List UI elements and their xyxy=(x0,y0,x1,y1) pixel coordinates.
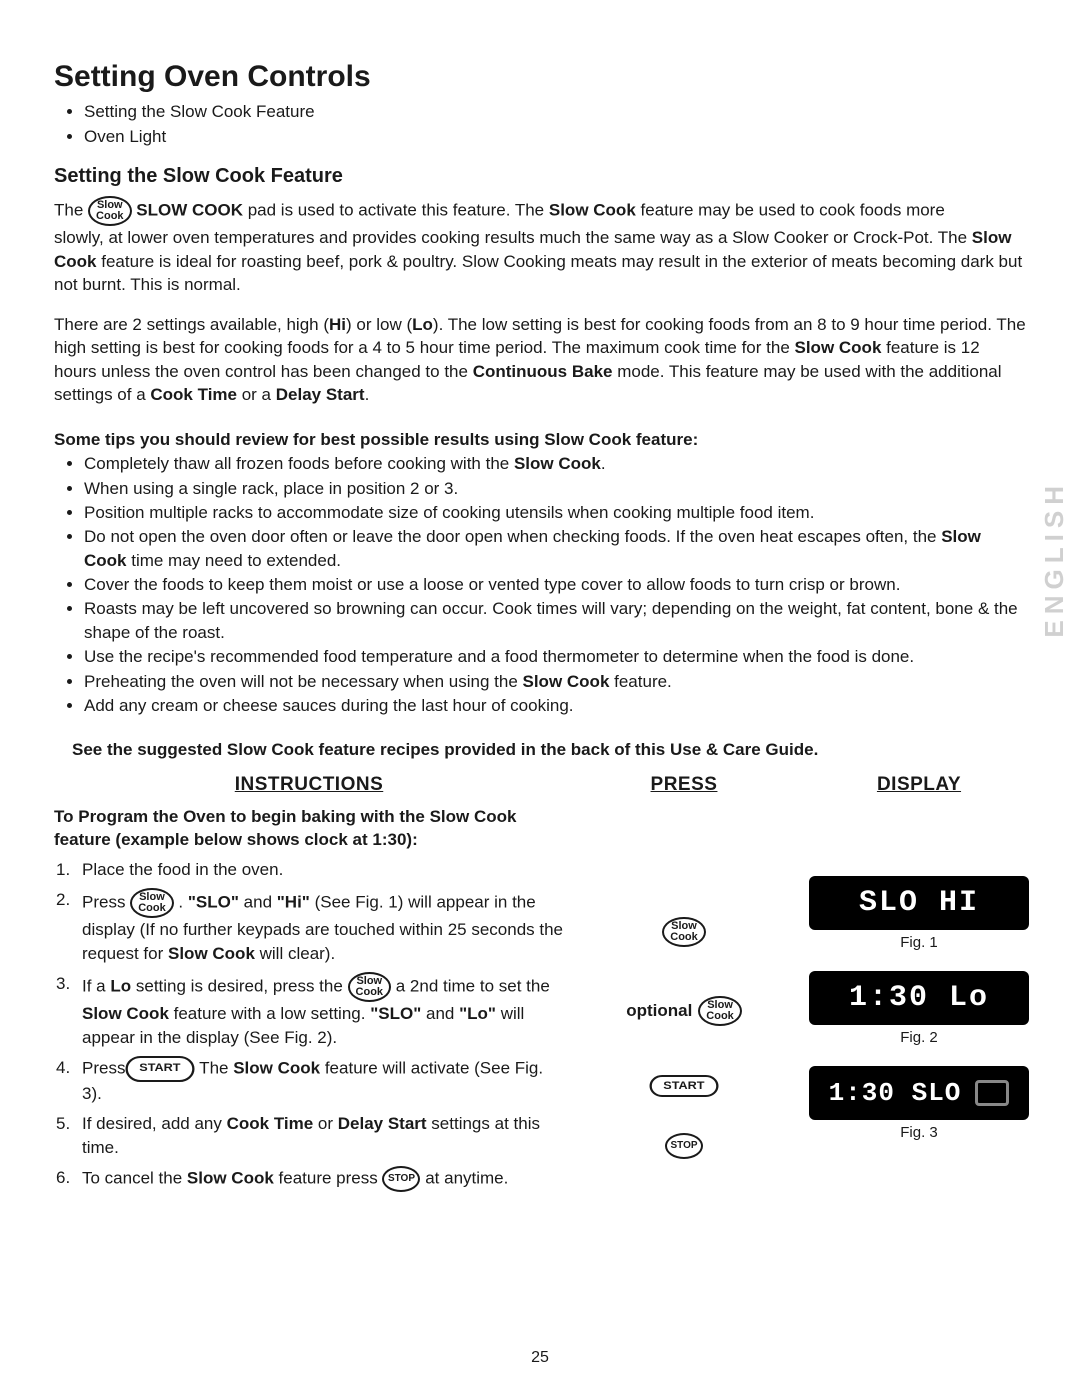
slow-cook-pad-icon: Slow Cook xyxy=(662,917,706,947)
slow-cook-pad-icon: Slow Cook xyxy=(348,972,392,1002)
stop-pad-icon: STOP xyxy=(665,1133,703,1159)
tips-heading: Some tips you should review for best pos… xyxy=(54,430,1026,450)
intro-paragraph-2: slowly, at lower oven temperatures and p… xyxy=(54,226,1026,296)
start-pad-icon: START xyxy=(650,1075,719,1097)
press-column: PRESS Slow Cook optional Slow Cook START… xyxy=(574,774,794,1174)
tip-item: Add any cream or cheese sauces during th… xyxy=(84,694,1026,718)
display-fig2: 1:30 Lo xyxy=(809,971,1029,1025)
tip-item: Completely thaw all frozen foods before … xyxy=(84,452,1026,476)
program-heading: To Program the Oven to begin baking with… xyxy=(54,806,564,852)
press-row-start: START xyxy=(574,1054,794,1118)
step-number: 6. xyxy=(56,1166,82,1192)
tip-item: Position multiple racks to accommodate s… xyxy=(84,501,1026,525)
tip-item: When using a single rack, place in posit… xyxy=(84,477,1026,501)
step-body: Press Slow Cook . "SLO" and "Hi" (See Fi… xyxy=(82,888,564,966)
tip-item: Roasts may be left uncovered so browning… xyxy=(84,597,1026,645)
press-heading: PRESS xyxy=(574,774,794,796)
start-pad-icon: START xyxy=(126,1056,195,1082)
slow-cook-pad-icon: Slow Cook xyxy=(698,996,742,1026)
step-6: 6. To cancel the Slow Cook feature press… xyxy=(56,1166,564,1192)
see-also: See the suggested Slow Cook feature reci… xyxy=(54,740,1026,760)
step-number: 3. xyxy=(56,972,82,1050)
step-body: If desired, add any Cook Time or Delay S… xyxy=(82,1112,564,1160)
step-number: 1. xyxy=(56,858,82,882)
text: pad is used to activate this feature. Th… xyxy=(248,201,549,220)
step-body: Place the food in the oven. xyxy=(82,858,564,882)
step-2: 2. Press Slow Cook . "SLO" and "Hi" (See… xyxy=(56,888,564,966)
step-body: To cancel the Slow Cook feature press ST… xyxy=(82,1166,564,1192)
text: feature may be used to cook foods more xyxy=(641,201,945,220)
slow-cook-pad-icon: Slow Cook xyxy=(130,888,174,918)
tip-item: Do not open the oven door often or leave… xyxy=(84,525,1026,573)
display-rect-icon xyxy=(975,1080,1009,1106)
page-number: 25 xyxy=(0,1349,1080,1367)
display-fig3: 1:30 SLO xyxy=(809,1066,1029,1120)
step-body: If a Lo setting is desired, press the Sl… xyxy=(82,972,564,1050)
pad-line2: Cook xyxy=(356,987,384,998)
tips-list: Completely thaw all frozen foods before … xyxy=(84,452,1026,717)
optional-label: optional xyxy=(626,1001,692,1021)
step-number: 2. xyxy=(56,888,82,966)
pad-line2: Cook xyxy=(138,903,166,914)
intro-paragraph-3: There are 2 settings available, high (Hi… xyxy=(54,313,1026,407)
stop-pad-icon: STOP xyxy=(382,1166,420,1192)
pad-line2: Cook xyxy=(706,1011,734,1022)
top-bullet-list: Setting the Slow Cook Feature Oven Light xyxy=(84,100,1026,149)
section-subtitle: Setting the Slow Cook Feature xyxy=(54,165,1026,188)
pad-line2: Cook xyxy=(96,211,124,222)
steps-list: 1. Place the food in the oven. 2. Press … xyxy=(56,858,564,1193)
text: The xyxy=(54,201,88,220)
step-1: 1. Place the food in the oven. xyxy=(56,858,564,882)
slow-cook-pad-icon: Slow Cook xyxy=(88,196,132,226)
fig3-label: Fig. 3 xyxy=(804,1124,1034,1141)
english-side-label: ENGLISH xyxy=(1039,480,1070,638)
fig1-label: Fig. 1 xyxy=(804,934,1034,951)
step-body: Press START. The Slow Cook feature will … xyxy=(82,1056,564,1106)
step-number: 5. xyxy=(56,1112,82,1160)
step-4: 4. Press START. The Slow Cook feature wi… xyxy=(56,1056,564,1106)
press-row-optional: optional Slow Cook xyxy=(574,968,794,1054)
intro-paragraph-1: The Slow Cook SLOW COOK pad is used to a… xyxy=(54,196,1026,226)
display-fig1: SLO HI xyxy=(809,876,1029,930)
step-3: 3. If a Lo setting is desired, press the… xyxy=(56,972,564,1050)
instruction-columns: INSTRUCTIONS To Program the Oven to begi… xyxy=(54,774,1026,1198)
display-fig3-text: 1:30 SLO xyxy=(829,1078,962,1108)
pad-line2: Cook xyxy=(670,932,698,943)
step-number: 4. xyxy=(56,1056,82,1106)
step-5: 5. If desired, add any Cook Time or Dela… xyxy=(56,1112,564,1160)
tip-item: Preheating the oven will not be necessar… xyxy=(84,670,1026,694)
page-title: Setting Oven Controls xyxy=(54,60,1026,94)
display-column: DISPLAY SLO HI Fig. 1 1:30 Lo Fig. 2 1:3… xyxy=(804,774,1034,1161)
text: Press xyxy=(82,892,130,911)
text-bold: Slow Cook xyxy=(549,201,636,220)
press-row-stop: STOP xyxy=(574,1118,794,1174)
instructions-heading: INSTRUCTIONS xyxy=(54,774,564,796)
tip-item: Cover the foods to keep them moist or us… xyxy=(84,573,1026,597)
press-row-slowcook: Slow Cook xyxy=(574,896,794,968)
display-heading: DISPLAY xyxy=(804,774,1034,796)
top-bullet: Oven Light xyxy=(84,125,1026,150)
text-bold: SLOW COOK xyxy=(136,201,243,220)
top-bullet: Setting the Slow Cook Feature xyxy=(84,100,1026,125)
fig2-label: Fig. 2 xyxy=(804,1029,1034,1046)
tip-item: Use the recipe's recommended food temper… xyxy=(84,645,1026,669)
instructions-column: INSTRUCTIONS To Program the Oven to begi… xyxy=(54,774,564,1198)
